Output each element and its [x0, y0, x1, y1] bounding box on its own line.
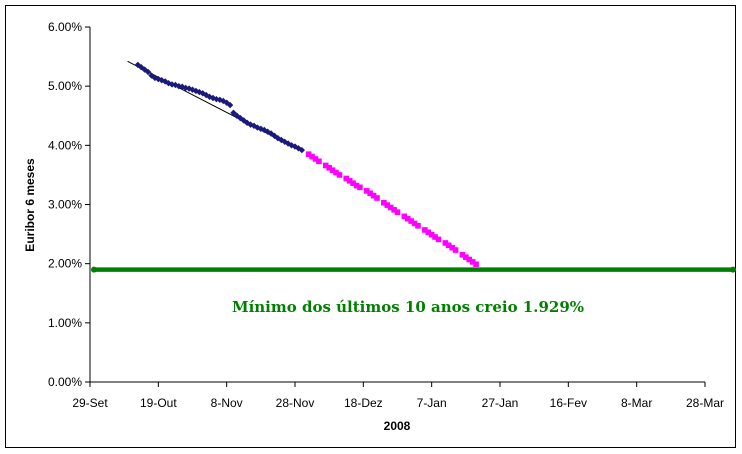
data-point-series-2: [435, 236, 442, 243]
data-point-series-2: [363, 188, 370, 194]
data-point-series-2: [469, 259, 476, 265]
y-axis-title: Euribor 6 meses: [23, 158, 37, 252]
data-point-series-1: [220, 97, 227, 105]
x-tick-label: 8-Nov: [211, 396, 243, 410]
data-point-series-2: [357, 184, 363, 191]
data-point-series-2: [305, 151, 312, 158]
data-point-series-2: [322, 162, 329, 169]
data-point-series-1: [168, 81, 176, 88]
data-point-series-2: [411, 220, 418, 227]
data-point-series-2: [384, 202, 391, 208]
data-point-series-2: [432, 234, 438, 240]
data-point-series-2: [316, 158, 322, 165]
x-tick-label: 19-Out: [140, 396, 177, 410]
data-point-series-1: [155, 75, 162, 83]
data-point-series-2: [401, 213, 408, 220]
y-tick-label: 4.00%: [48, 138, 82, 152]
data-point-series-2: [343, 175, 350, 182]
data-point-series-2: [336, 172, 343, 178]
y-tick-label: 6.00%: [48, 20, 82, 34]
data-point-series-2: [391, 207, 397, 213]
data-point-series-2: [404, 215, 411, 222]
data-point-series-1: [148, 72, 155, 79]
labels-layer: 0.00% 1.00% 2.00% 3.00% 4.00% 5.00% 6.00% 29-Se…: [48, 20, 724, 410]
data-point-series-2: [350, 180, 356, 186]
data-point-series-2: [367, 190, 373, 197]
x-tick-label: 8-Mar: [621, 396, 652, 410]
y-tick-label: 2.00%: [48, 257, 82, 271]
data-point-series-2: [329, 167, 336, 173]
y-tick-label: 0.00%: [48, 375, 82, 389]
data-point-series-2: [445, 242, 452, 249]
data-point-series-2: [428, 231, 435, 238]
x-axis-title: 2008: [384, 419, 411, 433]
data-point-series-2: [459, 251, 466, 258]
data-point-series-1: [230, 109, 237, 116]
data-point-series-1: [291, 143, 299, 150]
data-point-series-2: [370, 192, 377, 199]
y-tick-label: 3.00%: [48, 198, 82, 212]
data-point-series-1: [144, 68, 152, 76]
reference-line-layer: [91, 266, 736, 273]
data-point-series-1: [158, 77, 165, 84]
data-point-series-2: [442, 240, 449, 246]
data-point-series-1: [209, 94, 217, 102]
data-point-series-1: [226, 101, 234, 109]
data-point-series-2: [463, 254, 469, 260]
data-point-series-2: [394, 209, 401, 215]
y-tick-label: 5.00%: [48, 79, 82, 93]
data-point-series-1: [175, 82, 183, 90]
data-point-series-1: [138, 64, 145, 71]
x-tick-label: 18-Dez: [344, 396, 383, 410]
x-tick-label: 28-Nov: [276, 396, 315, 410]
data-point-series-2: [425, 229, 432, 236]
data-point-series-1: [298, 146, 306, 154]
data-point-series-2: [422, 227, 428, 233]
data-point-series-2: [333, 169, 339, 176]
data-point-series-2: [312, 156, 319, 162]
reference-line-start-marker: [91, 266, 97, 273]
data-point-series-1: [179, 83, 186, 90]
data-point-series-2: [452, 247, 459, 253]
data-point-series-2: [408, 218, 414, 224]
axes: [85, 26, 706, 387]
data-point-series-2: [381, 199, 387, 206]
x-tick-label: 29-Set: [72, 396, 108, 410]
data-point-series-1: [199, 90, 206, 97]
reference-line-end-marker: [730, 266, 736, 273]
y-tick-label: 1.00%: [48, 316, 82, 330]
data-point-series-1: [271, 132, 278, 140]
points-layer: [134, 61, 479, 268]
data-point-series-2: [415, 223, 421, 229]
data-point-series-1: [240, 117, 247, 124]
chart-frame: [5, 5, 736, 448]
data-point-series-1: [189, 86, 196, 93]
data-point-series-2: [346, 178, 353, 184]
data-point-series-2: [353, 182, 360, 189]
data-point-series-1: [274, 135, 282, 142]
x-tick-label: 28-Mar: [686, 396, 724, 410]
x-tick-label: 27-Jan: [482, 396, 519, 410]
data-point-series-1: [206, 93, 213, 101]
x-tick-label: 16-Fev: [550, 396, 587, 410]
data-point-series-2: [387, 204, 394, 211]
data-point-series-2: [466, 256, 473, 263]
data-point-series-2: [473, 261, 479, 268]
data-point-series-2: [309, 153, 315, 160]
x-tick-label: 7-Jan: [417, 396, 447, 410]
annotation-text: Mínimo dos últimos 10 anos creio 1.929%: [232, 298, 584, 316]
data-point-series-2: [326, 165, 332, 171]
data-point-series-2: [374, 195, 380, 201]
data-point-series-2: [449, 244, 455, 251]
